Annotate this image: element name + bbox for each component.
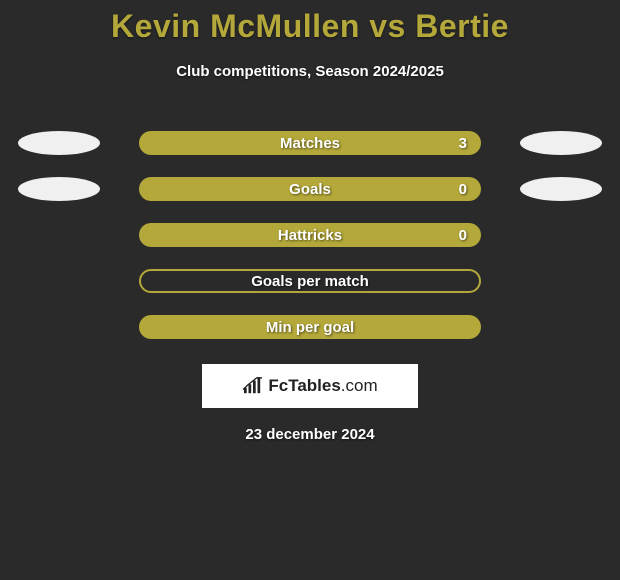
stat-bar: Goals per match bbox=[139, 269, 481, 293]
stat-row: Goals 0 bbox=[0, 166, 620, 212]
bar-chart-icon bbox=[242, 377, 264, 395]
stat-bar: Hattricks 0 bbox=[139, 223, 481, 247]
stat-label: Matches bbox=[280, 135, 340, 152]
stat-value: 0 bbox=[459, 181, 467, 198]
stat-label: Min per goal bbox=[266, 319, 354, 336]
stat-rows: Matches 3 Goals 0 Hattricks 0 Goals per … bbox=[0, 120, 620, 350]
date-label: 23 december 2024 bbox=[0, 426, 620, 443]
stat-row: Matches 3 bbox=[0, 120, 620, 166]
logo-text: FcTables.com bbox=[268, 376, 377, 396]
stat-row: Hattricks 0 bbox=[0, 212, 620, 258]
stat-label: Goals per match bbox=[251, 273, 369, 290]
logo-domain: .com bbox=[341, 376, 378, 395]
right-marker bbox=[520, 177, 602, 201]
stat-label: Goals bbox=[289, 181, 331, 198]
stat-bar: Matches 3 bbox=[139, 131, 481, 155]
stat-label: Hattricks bbox=[278, 227, 342, 244]
stat-bar: Min per goal bbox=[139, 315, 481, 339]
right-marker bbox=[520, 131, 602, 155]
subtitle: Club competitions, Season 2024/2025 bbox=[0, 63, 620, 80]
page-title: Kevin McMullen vs Bertie bbox=[0, 0, 620, 45]
stat-row: Goals per match bbox=[0, 258, 620, 304]
left-marker bbox=[18, 131, 100, 155]
source-logo: FcTables.com bbox=[202, 364, 418, 408]
stat-bar: Goals 0 bbox=[139, 177, 481, 201]
logo-brand: FcTables bbox=[268, 376, 340, 395]
left-marker bbox=[18, 177, 100, 201]
stat-row: Min per goal bbox=[0, 304, 620, 350]
stat-value: 0 bbox=[459, 227, 467, 244]
stat-value: 3 bbox=[459, 135, 467, 152]
